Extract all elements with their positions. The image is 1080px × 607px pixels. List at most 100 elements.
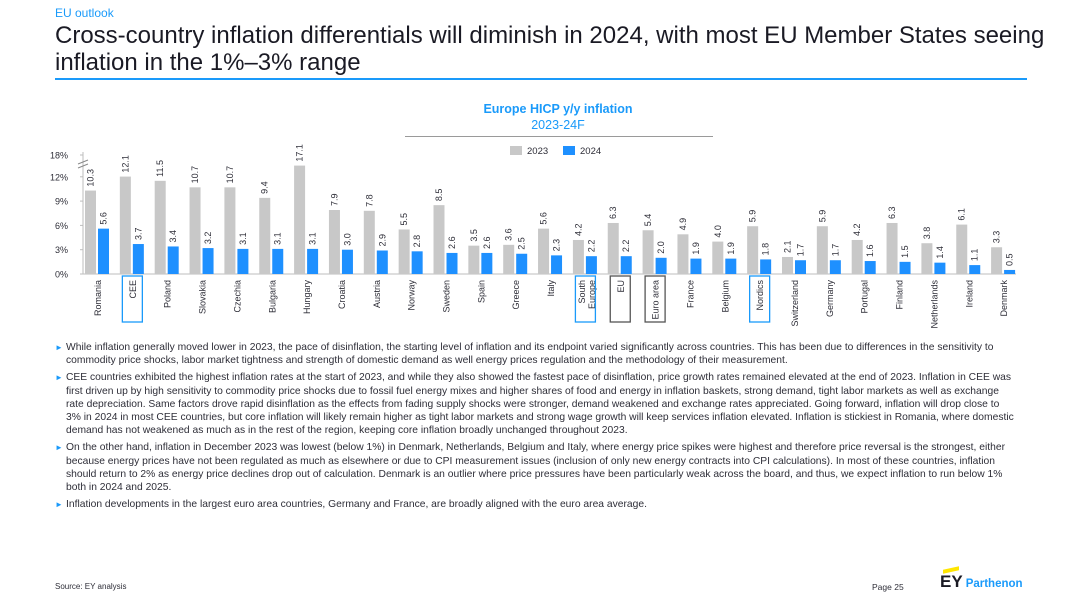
- data-label-2023: 5.4: [643, 214, 653, 227]
- bullet-text: CEE countries exhibited the highest infl…: [66, 372, 1014, 437]
- data-label-2023: 4.2: [852, 223, 862, 236]
- x-tick-label: Switzerland: [790, 280, 800, 327]
- data-label-2023: 6.3: [887, 206, 897, 219]
- bar-2023: [816, 226, 828, 274]
- x-tick-label: Belgium: [720, 280, 730, 313]
- data-label-2023: 5.9: [817, 210, 827, 223]
- x-tick-label: Romania: [93, 280, 103, 316]
- bar-2023: [572, 239, 584, 274]
- bar-2024: [725, 258, 737, 274]
- bar-2023: [886, 222, 898, 274]
- bullet-item: ► Inflation developments in the largest e…: [55, 498, 1015, 511]
- bar-2023: [677, 234, 689, 274]
- bar-2023: [642, 230, 654, 274]
- chart-title-divider: [405, 136, 713, 137]
- bullet-arrow-icon: ►: [55, 443, 63, 453]
- bullet-text: Inflation developments in the largest eu…: [66, 499, 647, 511]
- ey-parthenon-logo: EY Parthenon: [940, 566, 1023, 594]
- x-tick-label: Sweden: [442, 280, 452, 313]
- x-tick-label: Norway: [407, 280, 417, 311]
- data-label-2024: 1.8: [761, 243, 771, 256]
- bar-2024: [585, 256, 597, 274]
- bar-2023: [224, 187, 236, 274]
- data-label-2024: 2.6: [447, 236, 457, 249]
- y-tick-label: 9%: [55, 197, 68, 207]
- logo-parthenon-text: Parthenon: [965, 578, 1023, 590]
- x-tick-label: South: [577, 280, 587, 304]
- bullet-item: ► While inflation generally moved lower i…: [55, 341, 1015, 367]
- data-label-2024: 2.3: [552, 239, 562, 252]
- data-label-2024: 3.0: [342, 233, 352, 246]
- bar-2024: [481, 252, 493, 274]
- bar-2023: [851, 239, 863, 274]
- axis-break-mark: [77, 163, 89, 169]
- bar-2024: [376, 250, 388, 274]
- bullet-item: ► On the other hand, inflation in Decembe…: [55, 441, 1015, 494]
- category-highlight-box: [121, 275, 143, 323]
- bar-2024: [341, 249, 353, 274]
- y-tick-label: 0%: [55, 270, 68, 280]
- data-label-2024: 2.8: [412, 235, 422, 248]
- data-label-2024: 1.9: [691, 242, 701, 255]
- bar-2023: [259, 197, 271, 274]
- data-label-2023: 9.4: [260, 181, 270, 194]
- data-label-2023: 6.3: [608, 206, 618, 219]
- bar-2024: [864, 261, 876, 274]
- data-label-2023: 11.5: [155, 160, 165, 177]
- bar-2024: [620, 256, 632, 274]
- data-label-2024: 3.2: [203, 232, 213, 245]
- data-label-2023: 17.1: [295, 144, 305, 162]
- title-divider: [55, 78, 1027, 80]
- data-label-2024: 2.0: [656, 241, 666, 254]
- data-label-2024: 1.5: [900, 245, 910, 258]
- data-label-2023: 8.5: [434, 189, 444, 202]
- bar-2023: [468, 245, 480, 274]
- x-tick-label: Denmark: [999, 280, 1009, 317]
- bar-2023: [991, 247, 1003, 274]
- x-tick-label: Czechia: [232, 280, 242, 313]
- data-label-2024: 3.7: [133, 228, 143, 241]
- y-tick-label: 3%: [55, 245, 68, 255]
- x-tick-label: Hungary: [302, 280, 312, 315]
- data-label-2023: 5.6: [539, 212, 549, 225]
- bar-2024: [551, 255, 563, 274]
- bar-2024: [969, 265, 981, 274]
- bar-2023: [189, 187, 201, 274]
- bar-2023: [921, 243, 933, 274]
- bar-2023: [607, 222, 619, 274]
- bar-2024: [655, 257, 667, 274]
- bar-2024: [202, 248, 214, 274]
- bar-2024: [237, 248, 249, 274]
- bar-2024: [446, 252, 458, 274]
- x-tick-label: Finland: [895, 280, 905, 310]
- bar-2023: [747, 226, 759, 274]
- bar-2023: [538, 228, 550, 274]
- data-label-2024: 1.6: [865, 245, 875, 258]
- data-label-2023: 2.1: [783, 240, 793, 253]
- data-label-2023: 4.2: [573, 223, 583, 236]
- data-label-2023: 3.6: [504, 228, 514, 241]
- data-label-2024: 1.4: [935, 246, 945, 259]
- bullet-arrow-icon: ►: [55, 500, 63, 510]
- category-highlight-box: [574, 275, 597, 323]
- bar-2023: [503, 244, 515, 274]
- data-label-2023: 10.7: [225, 166, 235, 184]
- x-tick-label: Euro area: [651, 280, 661, 320]
- x-tick-label: Croatia: [337, 280, 347, 309]
- data-label-2023: 5.5: [399, 213, 409, 226]
- bar-2024: [167, 246, 179, 274]
- data-label-2024: 3.1: [273, 232, 283, 245]
- x-tick-label: Poland: [163, 280, 173, 308]
- category-highlight-box: [609, 275, 631, 323]
- legend-swatch-2024: [563, 146, 575, 155]
- bar-2024: [1004, 269, 1016, 274]
- x-tick-label: Bulgaria: [267, 280, 277, 313]
- bar-2023: [956, 224, 968, 274]
- bullet-arrow-icon: ►: [55, 343, 63, 352]
- bar-2023: [712, 241, 724, 274]
- x-tick-label: France: [685, 280, 695, 308]
- data-label-2023: 3.3: [992, 231, 1002, 244]
- data-label-2023: 7.9: [329, 193, 339, 206]
- y-tick-label: 18%: [50, 151, 68, 161]
- bar-2024: [516, 253, 528, 274]
